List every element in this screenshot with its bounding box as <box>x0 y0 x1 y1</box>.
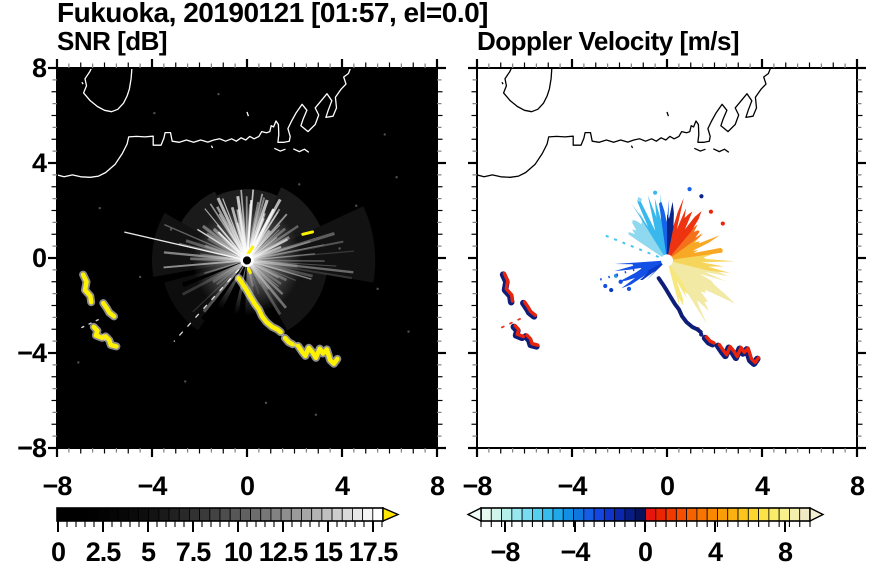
snr-panel <box>57 68 437 448</box>
velocity-panel-title: Doppler Velocity [m/s] <box>477 26 740 56</box>
axes-frame <box>48 59 446 457</box>
coastline <box>477 68 772 178</box>
velocity-panel <box>477 68 857 448</box>
coastline <box>57 68 352 178</box>
snr-colorbar <box>56 506 400 532</box>
figure-title: Fukuoka, 20190121 [01:57, el=0.0] <box>57 0 489 28</box>
axes-frame <box>468 59 866 457</box>
snr-panel-title: SNR [dB] <box>57 26 168 56</box>
velocity-colorbar <box>466 506 825 532</box>
